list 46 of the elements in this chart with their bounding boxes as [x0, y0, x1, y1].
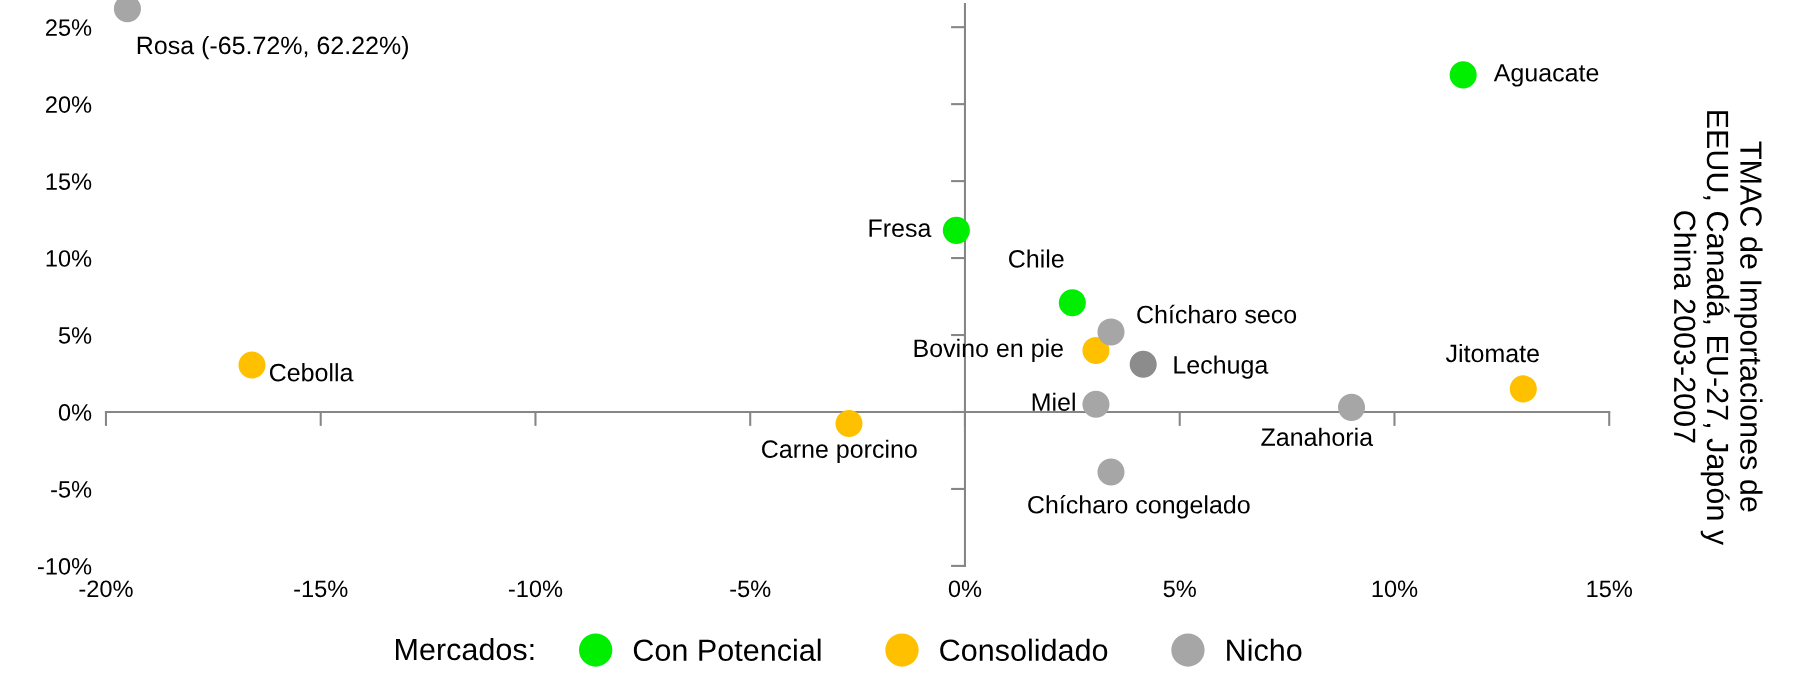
x-tick-label: 5%: [1163, 580, 1196, 598]
y-tick-label: 10%: [46, 250, 92, 267]
point: [835, 409, 863, 438]
point: [1058, 289, 1086, 317]
x-tick-label: -20%: [79, 580, 133, 598]
y-tick-label: 25%: [46, 19, 92, 36]
y-tick-label: -5%: [51, 481, 92, 498]
y-tick-label: 5%: [58, 327, 92, 344]
y-tick-label: 20%: [46, 96, 92, 113]
legend-label: Consolidado: [940, 638, 1108, 662]
x-tick-label: -5%: [730, 580, 771, 598]
annotation: Carne porcino: [762, 439, 917, 463]
point: [1097, 458, 1125, 486]
annotation: Cebolla: [269, 363, 354, 382]
point: [1509, 375, 1537, 403]
point: [1097, 318, 1125, 346]
x-tick-label: 15%: [1587, 580, 1633, 598]
point: [1082, 390, 1110, 418]
point: [238, 351, 266, 379]
point: [1082, 336, 1110, 364]
annotation: Miel: [1032, 392, 1075, 411]
point: [1337, 393, 1366, 421]
legend-title: Mercados:: [396, 637, 534, 661]
point: [1449, 61, 1477, 89]
annotation: Lechuga: [1174, 355, 1269, 379]
annotation: Chícharo congelado: [1028, 494, 1250, 519]
legend-label: Nicho: [1227, 638, 1302, 662]
annotation: Chile: [1009, 249, 1064, 268]
point: [942, 216, 970, 244]
annotation: Zanahoria: [1261, 427, 1374, 447]
x-tick-label: 10%: [1372, 580, 1418, 598]
point: [1129, 350, 1157, 378]
annotation: Bovino en pie: [914, 338, 1063, 363]
annotation: Chícharo seco: [1137, 304, 1297, 324]
annotation: Jitomate: [1445, 343, 1539, 363]
x-tick-label: -15%: [294, 580, 348, 598]
annotation: Aguacate: [1493, 64, 1599, 87]
x-tick-label: -10%: [508, 580, 563, 598]
x-tick-label: 0%: [948, 580, 982, 598]
legend-label: Con Potencial: [633, 638, 821, 662]
y-tick-label: 0%: [58, 404, 92, 421]
y-tick-label: -10%: [38, 557, 92, 575]
y-tick-label: 15%: [46, 173, 92, 190]
annotation: Rosa (-65.72%, 62.22%): [137, 35, 408, 60]
y-axis-title: TMAC de Importaciones de EEUU, Canadá, EU-27, Japón y China 2003-2007: [1673, 111, 1763, 546]
annotation: Fresa: [869, 219, 932, 238]
